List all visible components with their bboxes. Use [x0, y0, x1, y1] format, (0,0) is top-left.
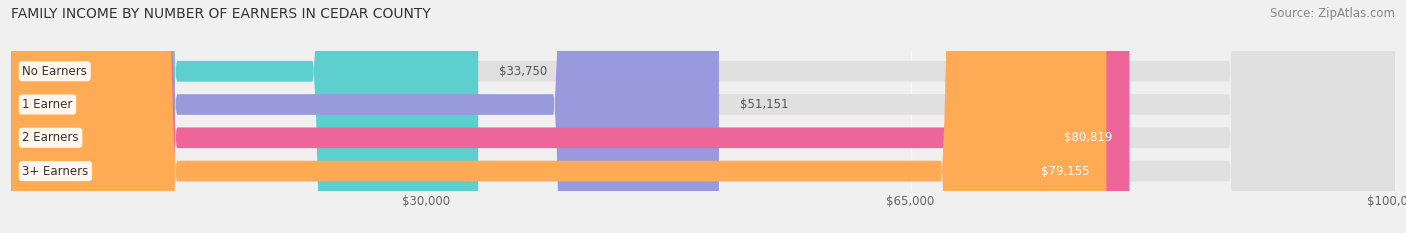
FancyBboxPatch shape — [11, 0, 1395, 233]
Text: $51,151: $51,151 — [740, 98, 789, 111]
FancyBboxPatch shape — [11, 0, 1107, 233]
FancyBboxPatch shape — [11, 0, 478, 233]
Text: FAMILY INCOME BY NUMBER OF EARNERS IN CEDAR COUNTY: FAMILY INCOME BY NUMBER OF EARNERS IN CE… — [11, 7, 432, 21]
Text: 1 Earner: 1 Earner — [22, 98, 73, 111]
FancyBboxPatch shape — [11, 0, 1395, 233]
FancyBboxPatch shape — [11, 0, 1129, 233]
Text: 2 Earners: 2 Earners — [22, 131, 79, 144]
FancyBboxPatch shape — [11, 0, 1395, 233]
FancyBboxPatch shape — [11, 0, 1395, 233]
Text: 3+ Earners: 3+ Earners — [22, 164, 89, 178]
Text: $79,155: $79,155 — [1042, 164, 1090, 178]
Text: No Earners: No Earners — [22, 65, 87, 78]
Text: Source: ZipAtlas.com: Source: ZipAtlas.com — [1270, 7, 1395, 20]
Text: $80,819: $80,819 — [1064, 131, 1112, 144]
Text: $33,750: $33,750 — [499, 65, 547, 78]
FancyBboxPatch shape — [11, 0, 718, 233]
